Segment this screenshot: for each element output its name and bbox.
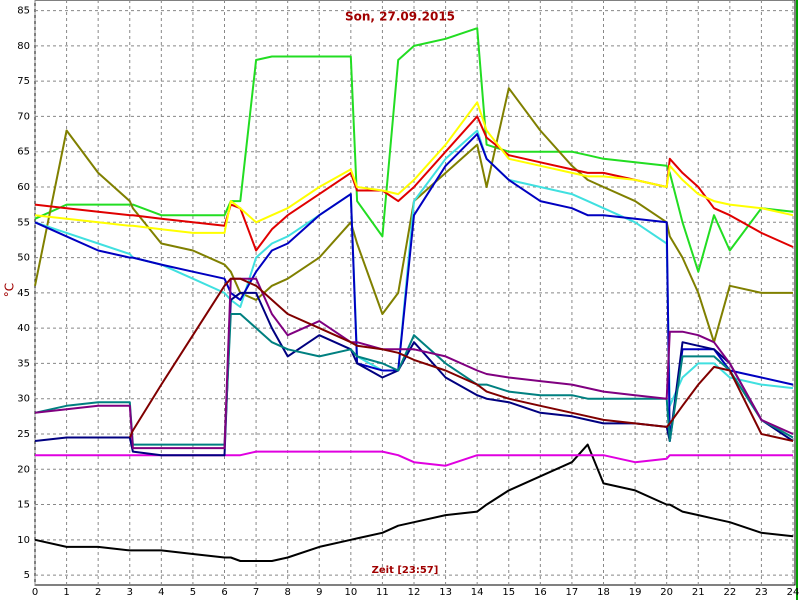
x-tick-label: 10 xyxy=(344,587,357,598)
x-tick-label: 21 xyxy=(692,587,705,598)
y-tick-label: 50 xyxy=(17,253,30,264)
y-axis-label: °C xyxy=(3,283,17,297)
y-tick-label: 40 xyxy=(17,323,30,334)
x-tick-label: 2 xyxy=(95,587,101,598)
series-line xyxy=(34,443,794,562)
lines xyxy=(34,27,794,562)
x-tick-label: 18 xyxy=(597,587,610,598)
series-line xyxy=(128,277,794,442)
series-line xyxy=(34,277,794,450)
x-tick-label: 12 xyxy=(408,587,421,598)
x-tick-label: 17 xyxy=(566,587,579,598)
x-tick-label: 22 xyxy=(723,587,736,598)
x-tick-label: 24 xyxy=(787,587,800,598)
x-tick-label: 8 xyxy=(284,587,290,598)
x-tick-label: 11 xyxy=(376,587,389,598)
x-tick-label: 16 xyxy=(534,587,547,598)
x-tick-label: 23 xyxy=(755,587,768,598)
y-tick-label: 10 xyxy=(17,535,30,546)
series-line xyxy=(34,115,794,252)
y-tick-label: 65 xyxy=(17,147,30,158)
x-axis-label: Zeit [23:57] xyxy=(372,565,439,576)
x-tick-label: 20 xyxy=(660,587,673,598)
x-tick-label: 13 xyxy=(439,587,452,598)
x-tick-label: 14 xyxy=(471,587,484,598)
x-tick-label: 1 xyxy=(63,587,69,598)
x-tick-label: 15 xyxy=(502,587,515,598)
y-tick-label: 35 xyxy=(17,358,30,369)
y-tick-label: 55 xyxy=(17,217,30,228)
series-line xyxy=(34,313,794,446)
series-line xyxy=(34,101,794,234)
x-tick-label: 4 xyxy=(158,587,164,598)
series-line xyxy=(34,27,794,273)
series-line xyxy=(34,87,793,344)
x-tick-label: 7 xyxy=(253,587,259,598)
y-tick-label: 25 xyxy=(17,429,30,440)
y-tick-label: 20 xyxy=(17,464,30,475)
y-tick-label: 30 xyxy=(17,394,30,405)
y-tick-label: 5 xyxy=(24,570,30,581)
x-tick-label: 19 xyxy=(629,587,642,598)
y-tick-label: 15 xyxy=(17,500,30,511)
y-tick-label: 45 xyxy=(17,288,30,299)
y-tick-label: 80 xyxy=(17,41,30,52)
x-tick-label: 5 xyxy=(190,587,196,598)
x-tick-label: 3 xyxy=(127,587,133,598)
x-tick-label: 9 xyxy=(316,587,322,598)
x-tick-label: 0 xyxy=(32,587,38,598)
y-tick-label: 75 xyxy=(17,76,30,87)
x-tick-label: 6 xyxy=(221,587,227,598)
chart-title: Son, 27.09.2015 xyxy=(345,10,455,24)
y-tick-label: 60 xyxy=(17,182,30,193)
y-tick-label: 70 xyxy=(17,111,30,122)
y-tick-label: 85 xyxy=(17,6,30,17)
